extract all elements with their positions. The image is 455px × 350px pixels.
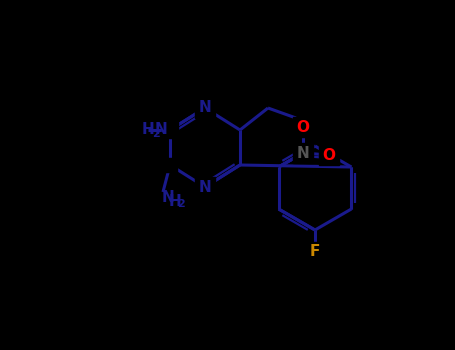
Text: N: N: [154, 122, 167, 138]
Text: O: O: [296, 119, 309, 134]
Text: H: H: [141, 122, 154, 138]
Text: O: O: [323, 147, 335, 162]
Text: F: F: [310, 245, 320, 259]
Text: N: N: [199, 100, 212, 116]
Text: 2: 2: [152, 129, 160, 139]
Text: N: N: [297, 146, 309, 161]
Text: 2: 2: [177, 199, 185, 209]
Text: H: H: [169, 194, 182, 209]
Text: N: N: [199, 180, 212, 195]
Text: N: N: [162, 189, 175, 204]
